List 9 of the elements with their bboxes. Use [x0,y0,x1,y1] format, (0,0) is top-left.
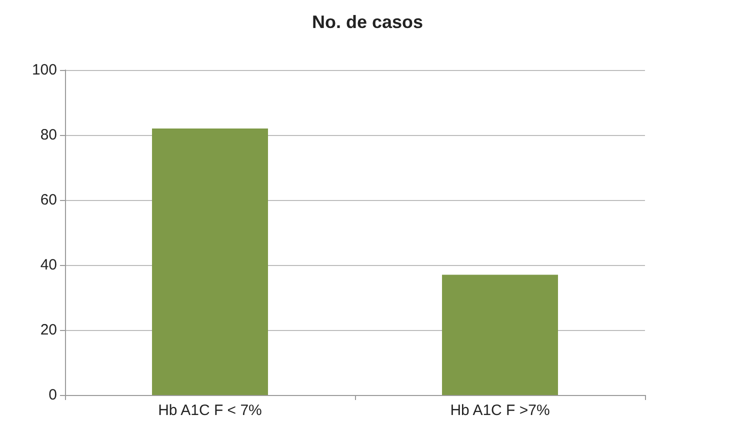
y-tick-label: 100 [32,62,57,78]
y-tick-label: 0 [48,386,57,404]
y-tick-label: 60 [40,192,57,208]
x-tick-label: Hb A1C F < 7% [158,402,262,419]
y-tick-label: 80 [40,126,57,144]
y-tick-label: 20 [40,322,57,338]
y-tick-label: 40 [40,256,57,274]
x-tick-label: Hb A1C F >7% [450,402,550,419]
chart-title: No. de casos [312,12,424,32]
